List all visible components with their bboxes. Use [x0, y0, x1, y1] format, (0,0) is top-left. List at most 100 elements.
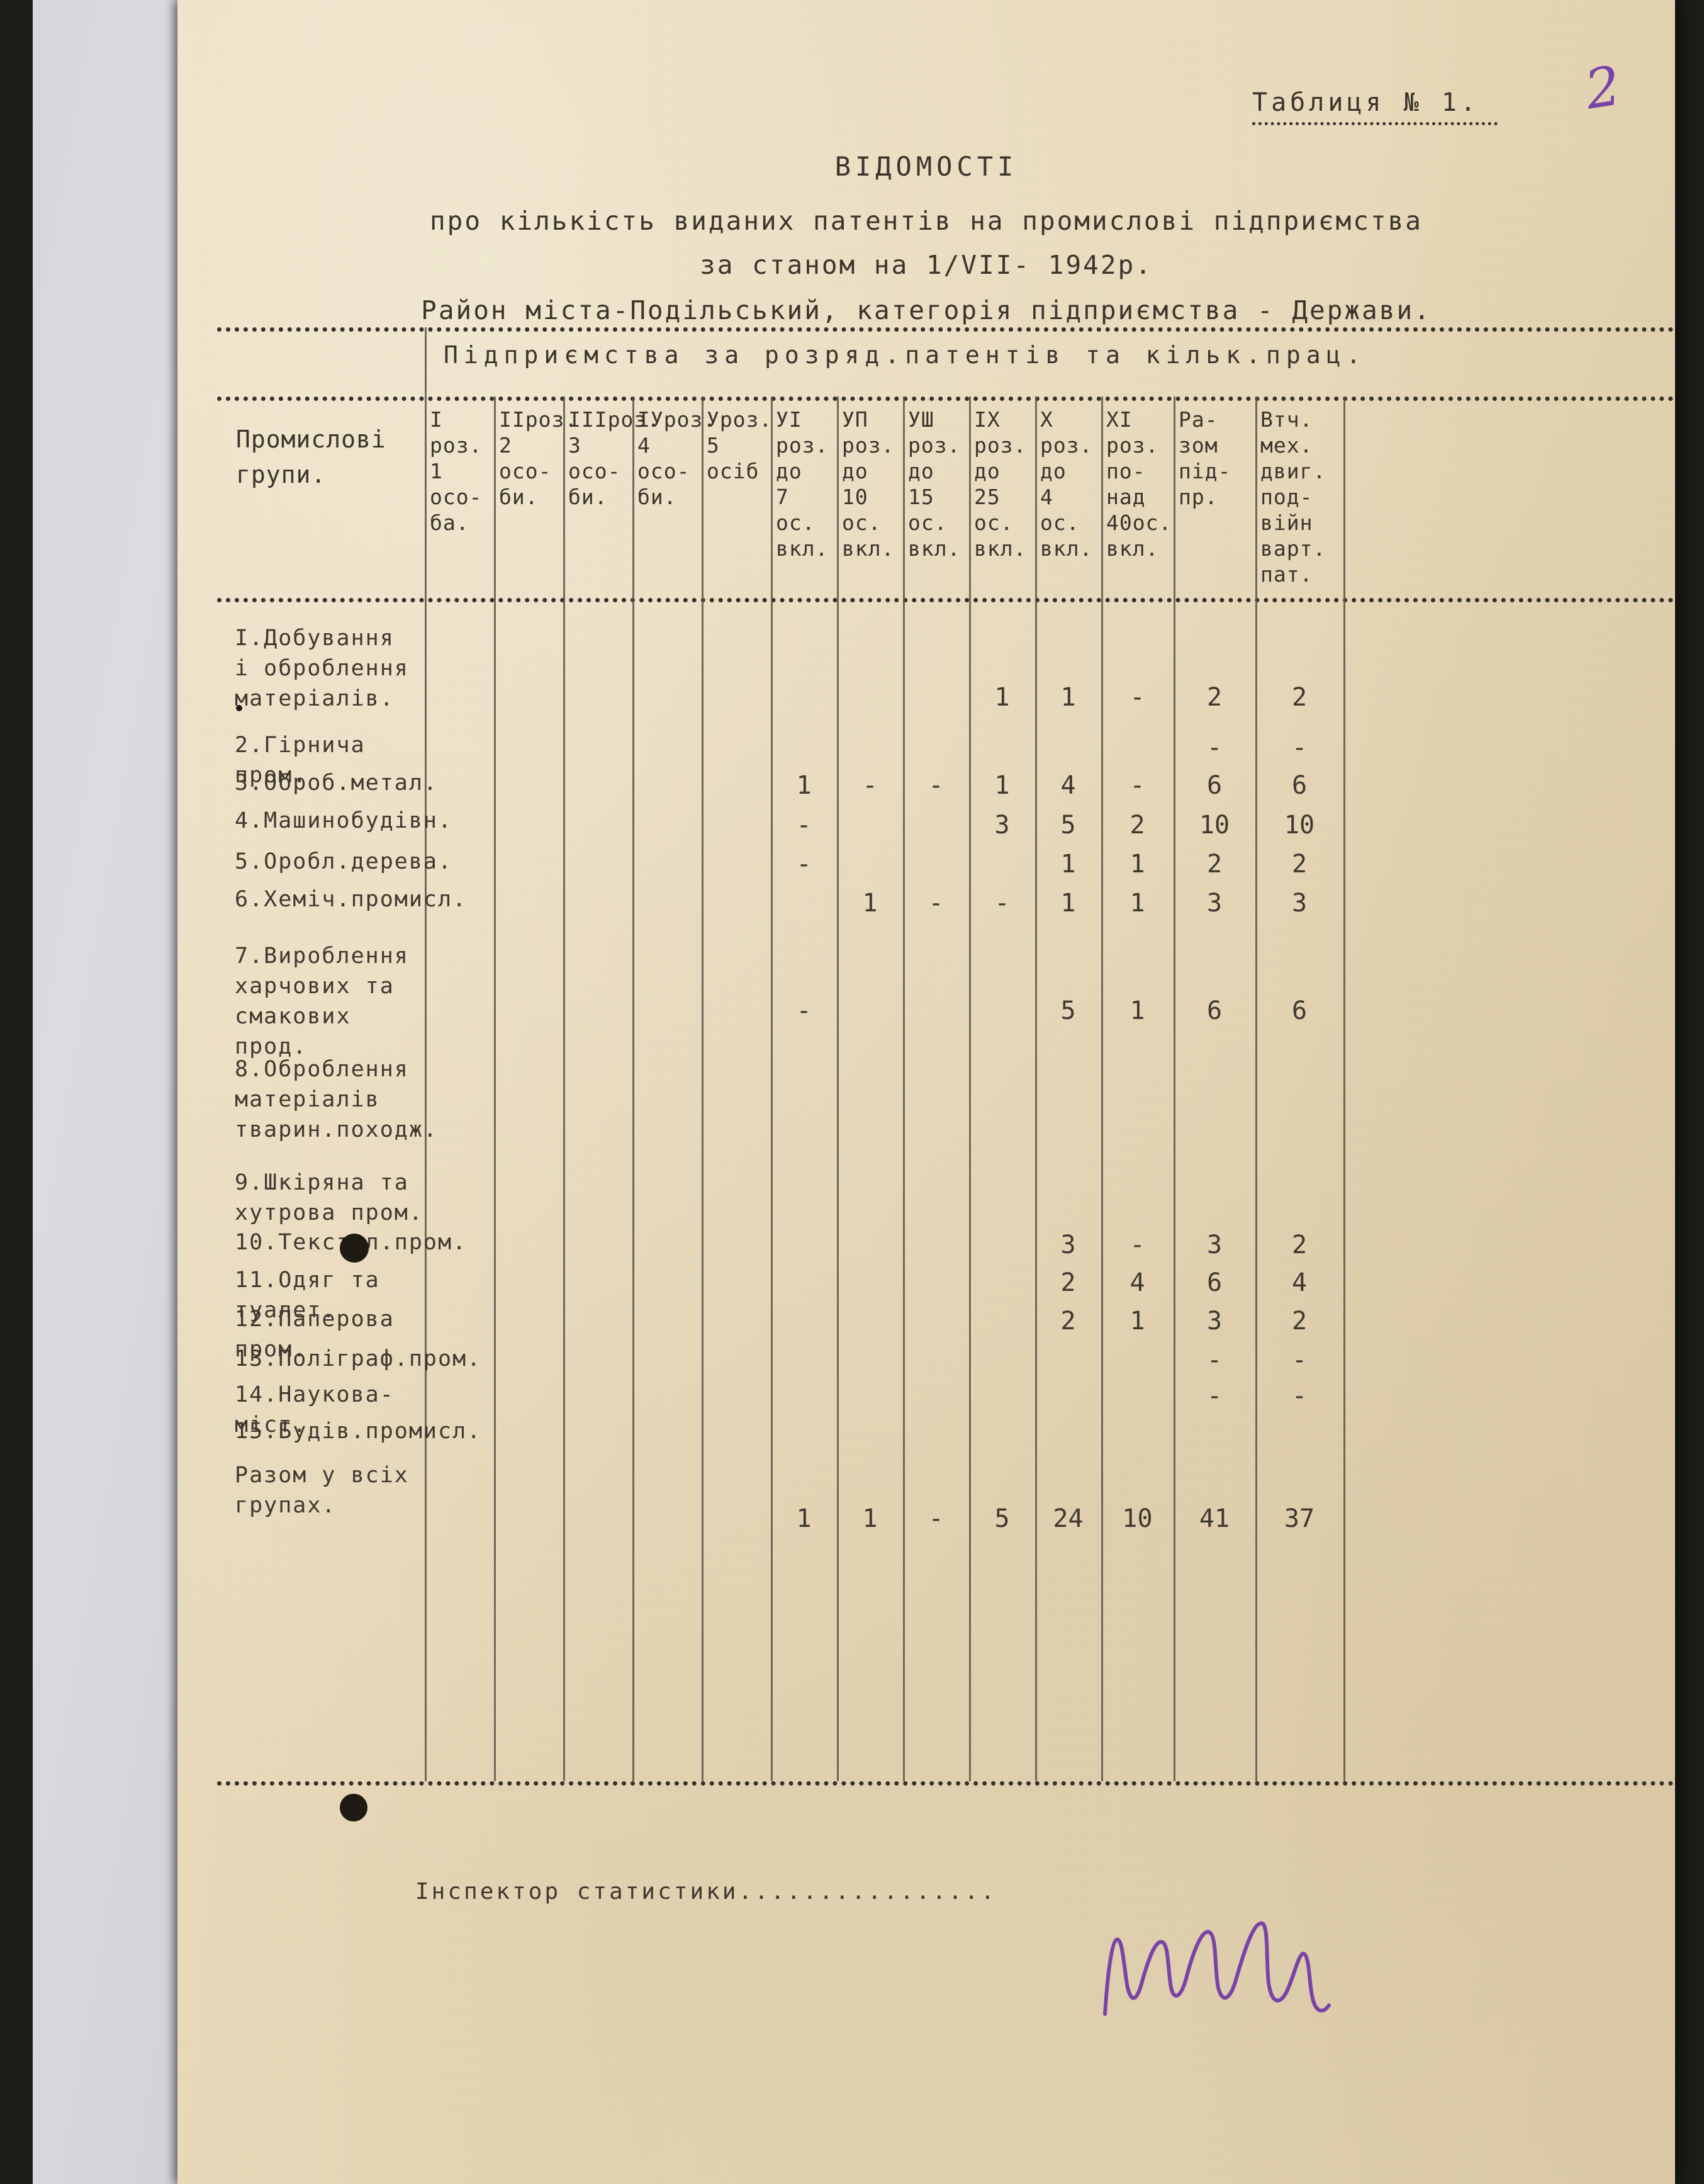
- table-cell-value: 41: [1199, 1504, 1230, 1533]
- table-column-divider: [632, 397, 634, 1781]
- underlying-sheet-edge: [33, 0, 177, 2184]
- table-cell-value: -: [1206, 1382, 1223, 1410]
- table-cell-value: -: [796, 996, 812, 1025]
- table-column-divider: [903, 397, 905, 1781]
- table-cell-value: -: [1129, 1230, 1145, 1259]
- column-header-industrial-groups: Промислові групи.: [236, 425, 386, 488]
- table-column-divider: [1174, 397, 1175, 1781]
- column-header-sum: Ра-зом під-пр.: [1179, 407, 1254, 510]
- table-cell-value: 24: [1053, 1504, 1084, 1533]
- table-cell-value: 2: [1060, 1268, 1076, 1297]
- table-cell-value: -: [862, 771, 878, 800]
- column-header-line: роз.: [974, 433, 1027, 458]
- column-header-line: 1: [430, 459, 443, 483]
- table-row-label: 5.Оробл.дерева.: [235, 849, 453, 874]
- subtitle-line-2: за станом на 1/VII- 1942р.: [700, 250, 1153, 280]
- table-column-divider: [837, 397, 839, 1781]
- column-header-line: осо-: [430, 485, 483, 509]
- column-header-line: 10: [842, 485, 868, 509]
- ink-blot: [340, 1794, 367, 1821]
- column-header-line: варт.: [1260, 536, 1326, 561]
- column-header-r11: ХІ роз. по-над 40ос. вкл.: [1106, 407, 1172, 561]
- table-cell-value: -: [928, 771, 944, 800]
- table-cell-value: 1: [862, 889, 878, 918]
- table-column-divider: [1101, 397, 1103, 1781]
- table-cell-value: 2: [1206, 683, 1223, 712]
- column-header-line: би.: [499, 485, 539, 509]
- table-cell-value: 1: [1060, 850, 1076, 879]
- column-header-line: під-: [1179, 459, 1231, 483]
- column-header-line: ос.: [1040, 510, 1080, 535]
- table-cell-value: 2: [1129, 811, 1145, 840]
- table-cell-value: 2: [1206, 850, 1223, 879]
- table-column-divider: [425, 327, 427, 1781]
- table-row-label: 14.Наукова-міст.: [235, 1382, 395, 1438]
- table-cell-value: -: [928, 889, 944, 918]
- table-cell-value: 6: [1206, 1268, 1223, 1297]
- column-header-line: зом: [1179, 433, 1218, 458]
- column-header-line: 40ос.: [1106, 510, 1172, 535]
- column-header-line: 4: [637, 433, 651, 458]
- column-header-line: пат.: [1260, 562, 1313, 587]
- column-header-line: І роз.: [430, 407, 483, 458]
- table-cell-value: 1: [1060, 683, 1076, 712]
- column-header-line: роз.: [776, 433, 829, 458]
- table-row-label: 15.Будів.промисл.: [235, 1419, 482, 1444]
- column-header-line: вкл.: [1106, 536, 1159, 561]
- column-header-line: до: [908, 459, 934, 483]
- column-header-line: по-: [1106, 459, 1146, 483]
- page-title: ВІДОМОСТІ: [834, 151, 1018, 182]
- column-header-line: війн: [1260, 510, 1313, 535]
- column-header-r5: Уроз. 5 осіб: [707, 407, 771, 484]
- column-header-line: роз.: [842, 433, 895, 458]
- column-header-line: роз.: [1106, 433, 1159, 458]
- column-header-line: би.: [568, 485, 608, 509]
- table-cell-value: 4: [1060, 771, 1076, 800]
- table-cell-value: 1: [796, 771, 812, 800]
- column-header-mech: Втч. мех. двиг. под-війн варт. пат.: [1260, 407, 1342, 587]
- table-cell-value: -: [1291, 733, 1308, 762]
- table-cell-value: -: [1206, 1346, 1223, 1375]
- column-header-r2: ІІроз. 2 осо-би.: [499, 407, 577, 510]
- table-cell-value: 3: [1206, 889, 1223, 918]
- table-row-label: 9.Шкіряна та хутрова пром.: [235, 1170, 423, 1225]
- column-header-line: УШ: [908, 407, 934, 432]
- title-block: ВІДОМОСТІ про кількість виданих патентів…: [177, 151, 1675, 325]
- table-cell-value: 2: [1291, 1230, 1308, 1259]
- table-cell-value: 10: [1284, 811, 1315, 840]
- column-header-line: ІІІроз.: [568, 407, 661, 432]
- table-cell-value: 2: [1291, 850, 1308, 879]
- column-header-r7: УП роз. до 10 ос. вкл.: [842, 407, 902, 561]
- column-header-line: би.: [637, 485, 677, 509]
- column-header-line: над: [1106, 485, 1146, 509]
- table-number: Таблиця № 1.: [1252, 88, 1579, 125]
- handwritten-signature: [1095, 1907, 1334, 2020]
- column-header-line: 7: [776, 485, 789, 509]
- table-cell-value: 1: [862, 1504, 878, 1533]
- column-header-line: до: [1040, 459, 1067, 483]
- table-cell-value: 1: [1129, 1307, 1145, 1336]
- column-header-line: ІХ: [974, 407, 1001, 432]
- table-cell-value: 1: [1129, 850, 1145, 879]
- column-header-line: УП: [842, 407, 868, 432]
- table-cell-value: -: [1129, 771, 1145, 800]
- table-cell-value: 10: [1122, 1504, 1153, 1533]
- table-horizontal-rule: [217, 598, 1674, 602]
- table-cell-value: 2: [1291, 683, 1308, 712]
- table-row-label: І.Добування і оброблення матеріалів.: [235, 626, 409, 711]
- table-column-divider: [1343, 397, 1345, 1781]
- column-header-line: ІУроз.: [637, 407, 717, 432]
- table-cell-value: 3: [994, 811, 1010, 840]
- table-number-underline: [1252, 122, 1498, 125]
- column-header-line: вкл.: [908, 536, 961, 561]
- table-cell-value: -: [1291, 1346, 1308, 1375]
- table-cell-value: 37: [1284, 1504, 1315, 1533]
- column-header-line: двиг.: [1260, 459, 1326, 483]
- subtitle-line-3: Район міста-Подільський, категорія підпр…: [421, 295, 1432, 325]
- column-header-line: роз.: [908, 433, 961, 458]
- column-header-r6: УІ роз. до 7 ос. вкл.: [776, 407, 836, 561]
- subtitle-line-1: про кількість виданих патентів на промис…: [430, 206, 1423, 236]
- table-number-text: Таблиця № 1.: [1252, 88, 1479, 117]
- column-header-line: 4: [1040, 485, 1053, 509]
- table-cell-value: 6: [1291, 771, 1308, 800]
